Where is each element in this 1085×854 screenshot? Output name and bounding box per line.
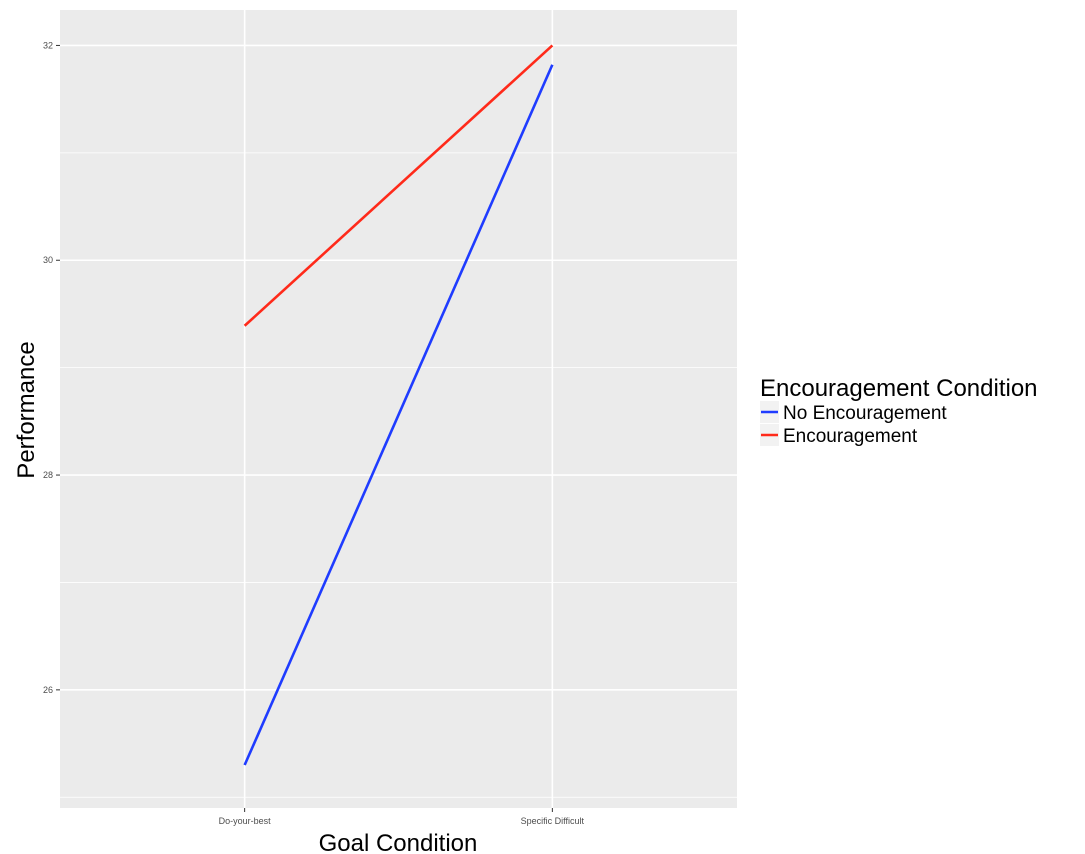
legend-label: Encouragement bbox=[783, 426, 918, 447]
legend: Encouragement Condition No Encouragement… bbox=[760, 375, 1038, 447]
legend-title: Encouragement Condition bbox=[760, 375, 1038, 402]
series-line-2 bbox=[243, 44, 554, 327]
y-tick-label: 30 bbox=[43, 255, 53, 265]
major-gridlines bbox=[60, 10, 737, 808]
x-axis-title: Goal Condition bbox=[319, 830, 478, 854]
y-tick-label: 32 bbox=[43, 40, 53, 50]
x-tick-label: Specific Difficult bbox=[521, 816, 585, 826]
y-tick-label: 26 bbox=[43, 685, 53, 695]
legend-label: No Encouragement bbox=[783, 403, 947, 424]
x-tick-label: Do-your-best bbox=[219, 816, 272, 826]
minor-gridlines bbox=[60, 152, 737, 798]
x-axis-ticks: Do-your-best Specific Difficult bbox=[219, 808, 585, 826]
y-tick-label: 28 bbox=[43, 470, 53, 480]
series-line-1 bbox=[243, 64, 554, 766]
plot-panel bbox=[60, 10, 737, 808]
y-axis-title: Performance bbox=[13, 341, 40, 478]
y-axis-ticks: 26 28 30 32 bbox=[43, 40, 60, 695]
series-lines bbox=[243, 44, 554, 766]
